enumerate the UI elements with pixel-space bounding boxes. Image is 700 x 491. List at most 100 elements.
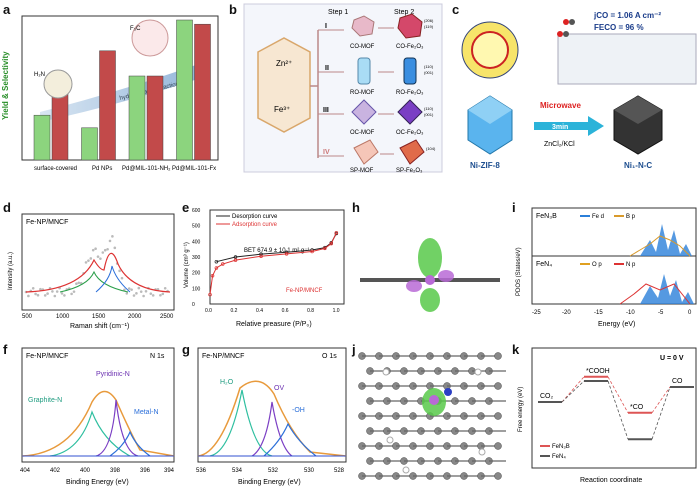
panel-k-condition: U = 0 V [660, 355, 684, 362]
panel-i-xtick-1: -20 [562, 310, 571, 316]
panel-i-label: i [512, 200, 516, 215]
panel-k: k U = 0 V CO₂ *COOH *CO CO FeN₃B FeN₄ Free … [510, 342, 700, 491]
panel-g: g Fe-NP/MNCF O 1s H₂O OV -OH 536 534 532… [180, 342, 350, 491]
energy-connector [651, 386, 671, 414]
raman-point [103, 248, 107, 252]
route-3-oxide: OC-Fe₂O₃ [396, 130, 424, 136]
panel-g-xtick-1: 534 [232, 468, 243, 474]
energy-connector [607, 376, 629, 413]
panel-g-xtick-2: 532 [268, 468, 279, 474]
panel-i-chart: FeN₃B Fe d B p FeN₄ O p N p PDOS (States… [516, 207, 697, 328]
isotherm-line-1 [209, 232, 337, 295]
bar-yield-1 [81, 127, 98, 161]
raman-point [130, 288, 133, 291]
step1-label: Step 1 [328, 9, 348, 16]
isotherm-point [284, 252, 289, 256]
raman-point [55, 290, 59, 293]
raman-point [99, 257, 102, 260]
route-2-facet-0: (110) [424, 64, 434, 69]
raman-point [63, 294, 66, 297]
raman-point [94, 247, 97, 250]
raman-point [51, 290, 54, 293]
peak-metal-n: Metal-N [134, 409, 159, 416]
raman-point [113, 246, 117, 250]
co-mof-crystal [351, 15, 375, 37]
isotherm-point [323, 246, 327, 251]
raman-point [135, 292, 138, 295]
raman-point [125, 292, 129, 295]
bar-yield-3 [176, 19, 193, 161]
energy-connector [561, 376, 585, 403]
panel-f-xtick-5: 394 [164, 468, 175, 474]
panel-e-xlabel: Relative preasure (P/P₀) [236, 321, 312, 328]
ro-mof-crystal [357, 57, 371, 85]
energy-connector [561, 380, 585, 403]
isotherm-point [214, 266, 219, 270]
panel-g-label: g [182, 342, 190, 357]
panel-i-xlabel: Energy (eV) [598, 321, 635, 328]
raman-point [60, 292, 64, 295]
panel-f-xtick-3: 398 [110, 468, 121, 474]
charge-density-lobe-bottom [420, 288, 440, 312]
raman-point [75, 282, 78, 286]
route-4-oxide: SP-Fe₂O₃ [396, 168, 423, 174]
panel-j-structure [358, 352, 506, 480]
panel-h-structure [360, 238, 500, 312]
fe-atom-icon [429, 395, 439, 405]
raman-point [149, 292, 153, 295]
route-3-roman: III [323, 107, 329, 114]
mof-cluster-right-icon [131, 19, 169, 57]
panel-f: f Fe-NP/MNCF N 1s Graphite-N Pyridinic-N… [0, 342, 180, 491]
panel-e-xtick: 1.0 [333, 308, 340, 314]
raman-point [144, 289, 148, 293]
route-1-facet-0: (206) [424, 18, 434, 23]
raman-point [79, 281, 83, 285]
panel-i: i FeN₃B Fe d B p FeN₄ O p N p PDOS (Stat… [510, 200, 700, 330]
panel-i-top-legend-0: Fe d [592, 214, 604, 220]
raman-point [127, 287, 131, 290]
panel-a-chart: hydrogenation reaction H₂N F₃C Yield & S… [1, 15, 219, 172]
co-fe2o3-crystal [397, 13, 423, 39]
route-3-facet-1: (001) [424, 112, 434, 117]
route-4-mof: SP-MOF [350, 168, 374, 174]
panel-e-xtick: 0.4 [256, 308, 263, 314]
panel-f-xtick-0: 404 [20, 468, 31, 474]
isotherm-point [310, 249, 314, 254]
fe-atom-icon [425, 275, 435, 285]
metal-zn: Zn²⁺ [276, 59, 292, 68]
bar-selectivity-1 [99, 50, 116, 161]
panel-d-title: Fe-NP/MNCF [26, 219, 68, 226]
panel-d-xtick-1: 1000 [56, 314, 70, 320]
panel-j-label: j [352, 342, 356, 357]
panel-e-label: e [182, 200, 190, 215]
panel-i-bottom-legend-1: N p [626, 262, 636, 268]
panel-k-chart: U = 0 V CO₂ *COOH *CO CO FeN₃B FeN₄ Free en… [518, 347, 697, 484]
microwave-label: Microwave [540, 101, 581, 110]
raman-fit-curve [25, 252, 171, 293]
panel-e-sample: Fe-NP/MNCF [286, 288, 323, 294]
panel-f-element: N 1s [150, 353, 165, 360]
isotherm-point [334, 230, 339, 235]
isotherm-point [259, 254, 263, 258]
panel-e-ytick: 600 [192, 208, 201, 214]
panel-g-xtick-0: 536 [196, 468, 207, 474]
process-arrow [534, 116, 604, 136]
raman-point [46, 292, 49, 295]
panel-e-ytick: 100 [192, 286, 201, 292]
raman-point [31, 286, 35, 290]
carbon-atom [494, 382, 502, 390]
panel-b: b Zn²⁺ Fe³⁺ Step 1 Step 2 I CO-MOF CO-Fe… [224, 0, 446, 176]
sp-mof-crystal [353, 139, 379, 165]
panel-i-xtick-0: -25 [532, 310, 541, 316]
raman-point [72, 290, 76, 293]
raman-point [77, 281, 81, 285]
h-atom [382, 368, 390, 376]
panel-i-xtick-3: -10 [626, 310, 635, 316]
panel-a-label: a [3, 2, 11, 17]
oc-fe2o3-crystal [397, 99, 423, 125]
panel-k-ylabel: Free energy (eV) [518, 387, 524, 432]
panel-d: d Fe-NP/MNCF Intensity (a.u.) 500 1000 1… [0, 200, 180, 330]
raman-point [142, 294, 145, 298]
panel-d-label: d [3, 200, 11, 215]
panel-i-bottom-legend-0: O p [592, 262, 602, 268]
